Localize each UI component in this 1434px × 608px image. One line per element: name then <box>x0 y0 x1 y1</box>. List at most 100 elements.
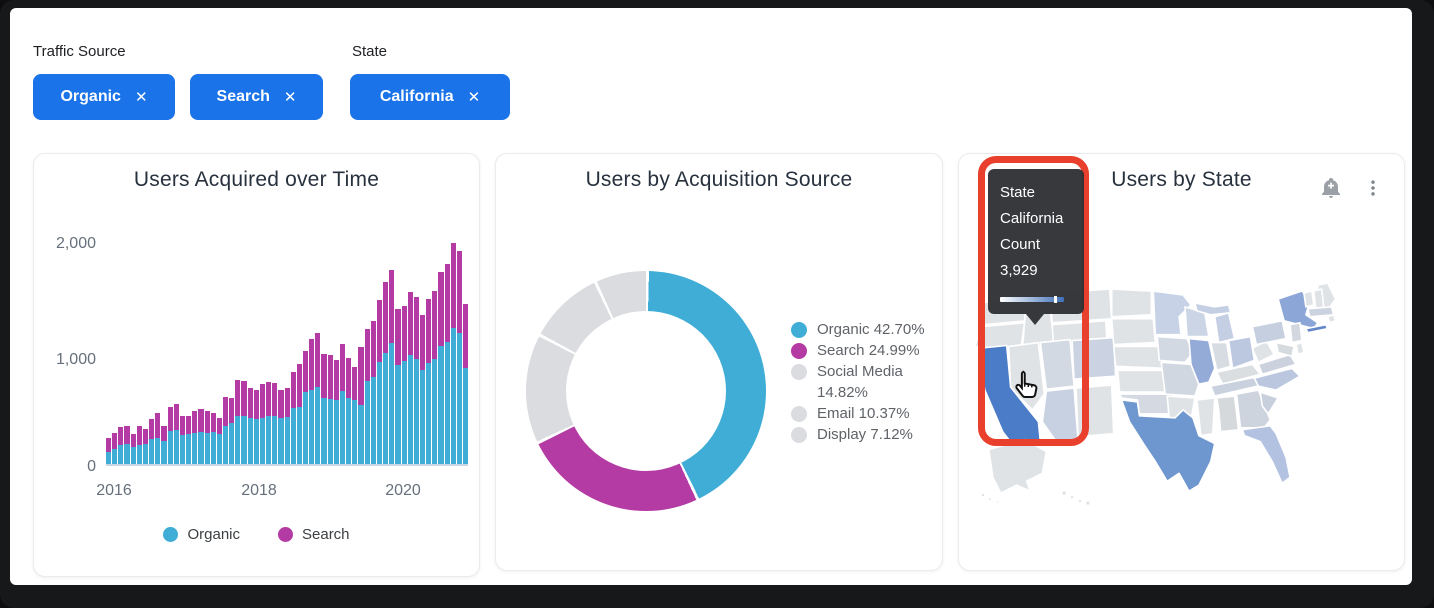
stacked-bar[interactable] <box>222 397 229 464</box>
state-KY[interactable] <box>1215 363 1262 385</box>
stacked-bar[interactable] <box>204 411 210 464</box>
stacked-bar[interactable] <box>352 366 358 464</box>
state-CT[interactable] <box>1305 323 1329 334</box>
state-NE[interactable] <box>1112 345 1165 370</box>
state-AL[interactable] <box>1215 395 1240 433</box>
stacked-bar[interactable] <box>432 291 438 464</box>
state-NJ[interactable] <box>1289 321 1303 344</box>
stacked-bar[interactable] <box>364 329 370 464</box>
stacked-bar[interactable] <box>235 379 241 464</box>
stacked-bar[interactable] <box>118 427 124 464</box>
stacked-bar[interactable] <box>247 387 253 464</box>
state-AK[interactable] <box>988 438 1048 494</box>
stacked-bar[interactable] <box>112 433 118 464</box>
chip-remove-icon[interactable]: ✕ <box>283 89 297 106</box>
state-HI[interactable] <box>1060 489 1092 507</box>
stacked-bar[interactable] <box>438 271 444 464</box>
stacked-bar[interactable] <box>210 412 216 464</box>
state-MI[interactable] <box>1213 312 1236 344</box>
stacked-bar[interactable] <box>303 350 309 464</box>
stacked-bar[interactable] <box>376 300 383 464</box>
stacked-bar[interactable] <box>259 384 266 464</box>
filter-chip-organic[interactable]: Organic ✕ <box>33 74 175 120</box>
stacked-bar[interactable] <box>284 387 290 464</box>
state-TX[interactable] <box>1120 399 1216 492</box>
notification-add-icon[interactable] <box>1315 172 1347 204</box>
stacked-bar[interactable] <box>266 381 272 464</box>
stacked-bar-plot[interactable] <box>106 236 469 466</box>
state-UT[interactable] <box>1039 338 1075 390</box>
stacked-bar[interactable] <box>315 333 321 464</box>
state-MD[interactable] <box>1275 341 1295 358</box>
state-MO[interactable] <box>1160 361 1200 397</box>
stacked-bar[interactable] <box>327 354 333 464</box>
stacked-bar[interactable] <box>173 404 179 464</box>
stacked-bar[interactable] <box>216 418 222 464</box>
state-RI[interactable] <box>1326 314 1337 324</box>
stacked-bar[interactable] <box>401 305 407 464</box>
stacked-bar[interactable] <box>241 381 247 464</box>
stacked-bar[interactable] <box>192 411 198 464</box>
stacked-bar[interactable] <box>229 398 235 464</box>
stacked-bar[interactable] <box>278 389 284 464</box>
state-FL[interactable] <box>1241 424 1291 485</box>
stacked-bar[interactable] <box>426 299 432 464</box>
filter-chip-search[interactable]: Search ✕ <box>190 74 323 120</box>
stacked-bar[interactable] <box>309 339 315 464</box>
state-PA[interactable] <box>1251 319 1287 346</box>
stacked-bar[interactable] <box>296 363 302 464</box>
stacked-bar[interactable] <box>339 344 346 464</box>
stacked-bar[interactable] <box>358 347 364 464</box>
stacked-bar[interactable] <box>149 418 155 464</box>
stacked-bar[interactable] <box>179 416 186 464</box>
state-MI[interactable] <box>1194 302 1232 316</box>
stacked-bar[interactable] <box>161 426 167 464</box>
stacked-bar[interactable] <box>444 263 450 464</box>
donut-chart[interactable] <box>526 271 766 511</box>
stacked-bar[interactable] <box>142 429 149 464</box>
stacked-bar[interactable] <box>346 358 352 464</box>
more-vertical-icon[interactable] <box>1357 172 1389 204</box>
stacked-bar[interactable] <box>450 242 456 464</box>
stacked-bar[interactable] <box>395 308 401 464</box>
state-DE[interactable] <box>1295 341 1305 356</box>
state-OH[interactable] <box>1227 335 1256 370</box>
stacked-bar[interactable] <box>290 371 296 464</box>
state-NH[interactable] <box>1313 288 1325 310</box>
stacked-bar[interactable] <box>407 292 413 464</box>
us-choropleth-map[interactable] <box>973 282 1399 519</box>
state-IL[interactable] <box>1188 337 1216 385</box>
filter-chip-california[interactable]: California ✕ <box>350 74 510 120</box>
stacked-bar[interactable] <box>413 297 419 464</box>
state-VA[interactable] <box>1257 353 1297 376</box>
stacked-bar[interactable] <box>253 390 259 464</box>
state-MS[interactable] <box>1196 397 1216 437</box>
state-MN[interactable] <box>1152 290 1192 336</box>
stacked-bar[interactable] <box>383 281 389 464</box>
stacked-bar[interactable] <box>106 438 112 464</box>
stacked-bar[interactable] <box>463 303 469 464</box>
stacked-bar[interactable] <box>130 434 136 464</box>
stacked-bar[interactable] <box>321 353 327 464</box>
stacked-bar[interactable] <box>370 320 376 464</box>
stacked-bar[interactable] <box>155 413 161 464</box>
stacked-bar[interactable] <box>186 415 192 464</box>
stacked-bar[interactable] <box>198 409 204 464</box>
stacked-bar[interactable] <box>124 426 130 464</box>
state-ND[interactable] <box>1110 288 1153 318</box>
state-IN[interactable] <box>1209 341 1232 372</box>
chip-remove-icon[interactable]: ✕ <box>134 89 148 106</box>
state-NC[interactable] <box>1253 367 1301 391</box>
stacked-bar[interactable] <box>136 426 142 464</box>
stacked-bar[interactable] <box>272 382 278 464</box>
stacked-bar[interactable] <box>389 269 395 464</box>
state-SC[interactable] <box>1259 391 1279 415</box>
stacked-bar[interactable] <box>333 359 339 464</box>
stacked-bar[interactable] <box>456 251 463 464</box>
state-VT[interactable] <box>1303 290 1315 308</box>
state-SD[interactable] <box>1110 317 1157 346</box>
state-KS[interactable] <box>1116 369 1170 393</box>
chip-remove-icon[interactable]: ✕ <box>467 89 481 106</box>
stacked-bar[interactable] <box>419 314 426 464</box>
state-IA[interactable] <box>1156 335 1194 364</box>
